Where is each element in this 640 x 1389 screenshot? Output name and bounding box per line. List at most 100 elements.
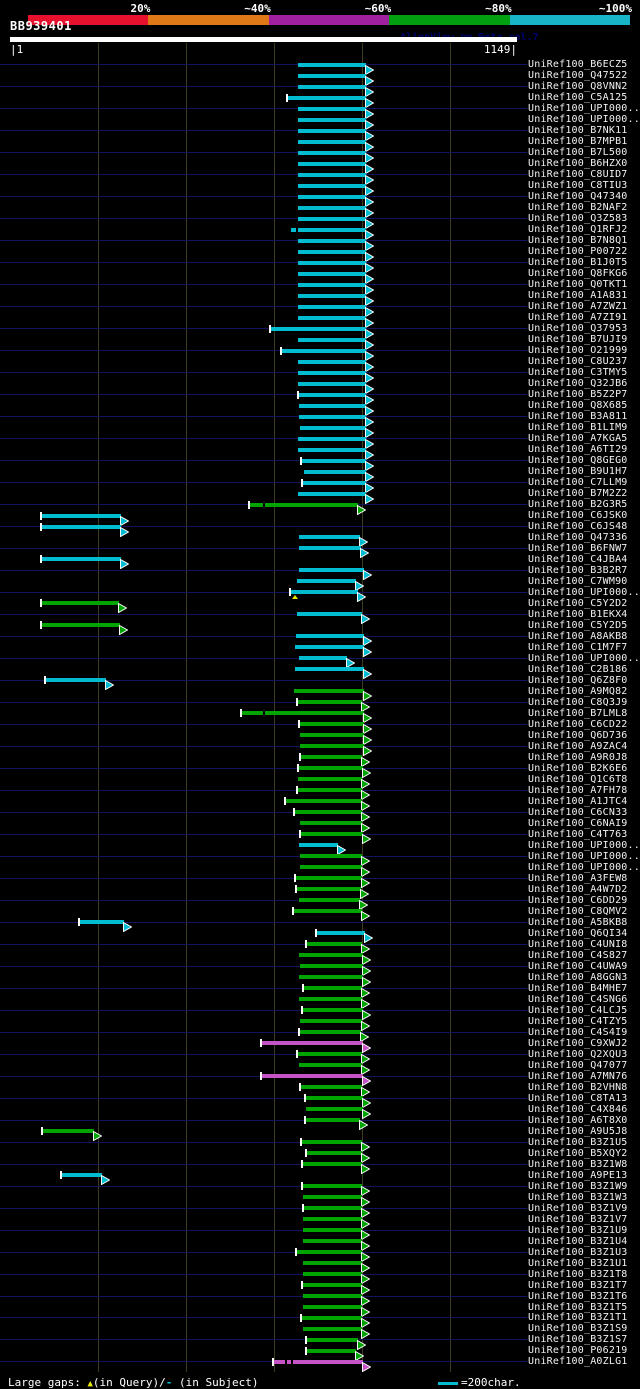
hit-label[interactable]: UniRef100_Q2XQU3 bbox=[528, 1048, 628, 1060]
hit-label[interactable]: UniRef100_C6JSK0 bbox=[528, 510, 628, 521]
hit-label[interactable]: UniRef100_A7KGA5 bbox=[528, 433, 628, 445]
hit-label[interactable]: UniRef100_B3Z1U3 bbox=[528, 1246, 628, 1258]
hit-label[interactable]: UniRef100_B7M2Z2 bbox=[528, 488, 628, 500]
alignment-bar[interactable] bbox=[300, 821, 362, 826]
alignment-bar[interactable] bbox=[297, 1250, 362, 1255]
hit-label[interactable]: UniRef100_UPI000.. bbox=[528, 652, 640, 664]
hit-label[interactable]: UniRef100_B5XQY2 bbox=[528, 1147, 628, 1159]
hit-label[interactable]: UniRef100_Q3Z583 bbox=[528, 213, 628, 225]
hit-label[interactable]: UniRef100_C3TMY5 bbox=[528, 367, 628, 379]
hit-label[interactable]: UniRef100_Q6QI34 bbox=[528, 927, 628, 939]
alignment-bar[interactable] bbox=[299, 535, 360, 540]
alignment-bar[interactable] bbox=[297, 612, 362, 617]
alignment-bar[interactable] bbox=[300, 1019, 362, 1024]
hit-label[interactable]: UniRef100_Q1C6T8 bbox=[528, 773, 628, 785]
alignment-bar[interactable] bbox=[296, 876, 362, 881]
hit-label[interactable]: UniRef100_C4LCJ5 bbox=[528, 1004, 628, 1016]
hit-label[interactable]: UniRef100_B3Z1U9 bbox=[528, 1224, 628, 1236]
hit-label[interactable]: UniRef100_B3Z1T7 bbox=[528, 1279, 628, 1291]
alignment-bar[interactable] bbox=[299, 997, 362, 1002]
hit-label[interactable]: UniRef100_Q37953 bbox=[528, 323, 628, 335]
alignment-bar[interactable] bbox=[298, 381, 366, 386]
alignment-bar[interactable] bbox=[303, 1294, 362, 1298]
alignment-bar[interactable] bbox=[298, 359, 366, 364]
hit-label[interactable]: UniRef100_A9PE13 bbox=[528, 1169, 628, 1181]
hit-label[interactable]: UniRef100_A7MN76 bbox=[528, 1070, 628, 1082]
hit-label[interactable]: UniRef100_A7ZWZ1 bbox=[528, 301, 628, 313]
alignment-bar[interactable] bbox=[298, 183, 366, 188]
hit-label[interactable]: UniRef100_C1M7F7 bbox=[528, 641, 628, 653]
alignment-bar[interactable] bbox=[300, 865, 362, 870]
hit-label[interactable]: UniRef100_A7FH78 bbox=[528, 784, 628, 796]
alignment-bar[interactable] bbox=[299, 546, 361, 551]
hit-label[interactable]: UniRef100_A9U5J8 bbox=[528, 1125, 628, 1137]
hit-label[interactable]: UniRef100_C8Q3J9 bbox=[528, 696, 628, 708]
alignment-bar[interactable] bbox=[306, 1096, 363, 1101]
alignment-bar[interactable] bbox=[298, 117, 366, 122]
alignment-bar[interactable] bbox=[303, 1239, 362, 1244]
hit-label[interactable]: UniRef100_C5A125 bbox=[528, 92, 628, 104]
hit-label[interactable]: UniRef100_Q1RFJ2 bbox=[528, 224, 628, 236]
hit-label[interactable]: UniRef100_B7NK11 bbox=[528, 125, 628, 137]
alignment-bar[interactable] bbox=[298, 304, 366, 309]
hit-label[interactable]: UniRef100_A7ZI91 bbox=[528, 312, 628, 324]
hit-label[interactable]: UniRef100_B3Z1W8 bbox=[528, 1158, 628, 1170]
alignment-bar[interactable] bbox=[302, 1315, 362, 1320]
hit-label[interactable]: UniRef100_Q8FKG6 bbox=[528, 268, 628, 280]
hit-label[interactable]: UniRef100_P00722 bbox=[528, 246, 628, 258]
hit-label[interactable]: UniRef100_UPI000.. bbox=[528, 839, 640, 851]
alignment-bar[interactable] bbox=[304, 986, 362, 991]
hit-label[interactable]: UniRef100_Q32JB6 bbox=[528, 378, 628, 390]
hit-label[interactable]: UniRef100_C7LLM9 bbox=[528, 477, 628, 489]
alignment-bar[interactable] bbox=[299, 656, 347, 661]
hit-label[interactable]: UniRef100_B3Z1U4 bbox=[528, 1235, 628, 1247]
alignment-bar[interactable] bbox=[274, 1359, 363, 1364]
hit-label[interactable]: UniRef100_B6HZX0 bbox=[528, 158, 628, 170]
hit-label[interactable]: UniRef100_A9R0J8 bbox=[528, 751, 628, 763]
hit-label[interactable]: UniRef100_A1JTC4 bbox=[528, 795, 628, 807]
hit-label[interactable]: UniRef100_A5BKB8 bbox=[528, 916, 628, 928]
alignment-bar[interactable] bbox=[300, 854, 362, 859]
hit-label[interactable]: UniRef100_C8TIU3 bbox=[528, 180, 628, 192]
alignment-bar[interactable] bbox=[42, 524, 121, 529]
alignment-bar[interactable] bbox=[291, 227, 366, 232]
alignment-bar[interactable] bbox=[300, 425, 366, 430]
hit-label[interactable]: UniRef100_B7N8Q1 bbox=[528, 235, 628, 247]
hit-label[interactable]: UniRef100_B3Z1U1 bbox=[528, 1257, 628, 1269]
alignment-bar[interactable] bbox=[298, 238, 366, 243]
alignment-bar[interactable] bbox=[298, 128, 366, 133]
alignment-bar[interactable] bbox=[291, 590, 358, 595]
hit-label[interactable]: UniRef100_C2B186 bbox=[528, 663, 628, 675]
alignment-bar[interactable] bbox=[298, 161, 366, 166]
alignment-bar[interactable] bbox=[304, 1206, 362, 1211]
alignment-bar[interactable] bbox=[262, 1041, 363, 1046]
alignment-bar[interactable] bbox=[298, 249, 366, 254]
alignment-bar[interactable] bbox=[43, 1129, 94, 1134]
alignment-bar[interactable] bbox=[294, 909, 362, 914]
alignment-bar[interactable] bbox=[307, 942, 362, 947]
alignment-bar[interactable] bbox=[298, 150, 366, 155]
alignment-bar[interactable] bbox=[306, 1107, 363, 1112]
alignment-bar[interactable] bbox=[298, 84, 366, 89]
alignment-bar[interactable] bbox=[298, 293, 366, 298]
alignment-bar[interactable] bbox=[298, 1052, 362, 1057]
hit-label[interactable]: UniRef100_A3FEW8 bbox=[528, 872, 628, 884]
alignment-bar[interactable] bbox=[299, 1063, 362, 1068]
alignment-bar[interactable] bbox=[250, 502, 358, 507]
hit-label[interactable]: UniRef100_C4S827 bbox=[528, 949, 628, 961]
alignment-bar[interactable] bbox=[298, 282, 366, 287]
alignment-bar[interactable] bbox=[42, 601, 119, 606]
hit-label[interactable]: UniRef100_UPI000.. bbox=[528, 586, 640, 598]
alignment-bar[interactable] bbox=[307, 1151, 362, 1156]
hit-label[interactable]: UniRef100_B2G3R5 bbox=[528, 499, 628, 511]
alignment-bar[interactable] bbox=[303, 480, 366, 485]
alignment-bar[interactable] bbox=[298, 315, 366, 320]
hit-label[interactable]: UniRef100_A6T8X0 bbox=[528, 1114, 628, 1126]
hit-label[interactable]: UniRef100_C4S4I9 bbox=[528, 1026, 628, 1038]
hit-label[interactable]: UniRef100_B1J0T5 bbox=[528, 257, 628, 269]
alignment-bar[interactable] bbox=[299, 898, 360, 903]
hit-label[interactable]: UniRef100_Q6Z8F0 bbox=[528, 674, 628, 686]
alignment-bar[interactable] bbox=[46, 678, 106, 683]
alignment-bar[interactable] bbox=[298, 491, 366, 496]
hit-label[interactable]: UniRef100_B1EKX4 bbox=[528, 608, 628, 620]
